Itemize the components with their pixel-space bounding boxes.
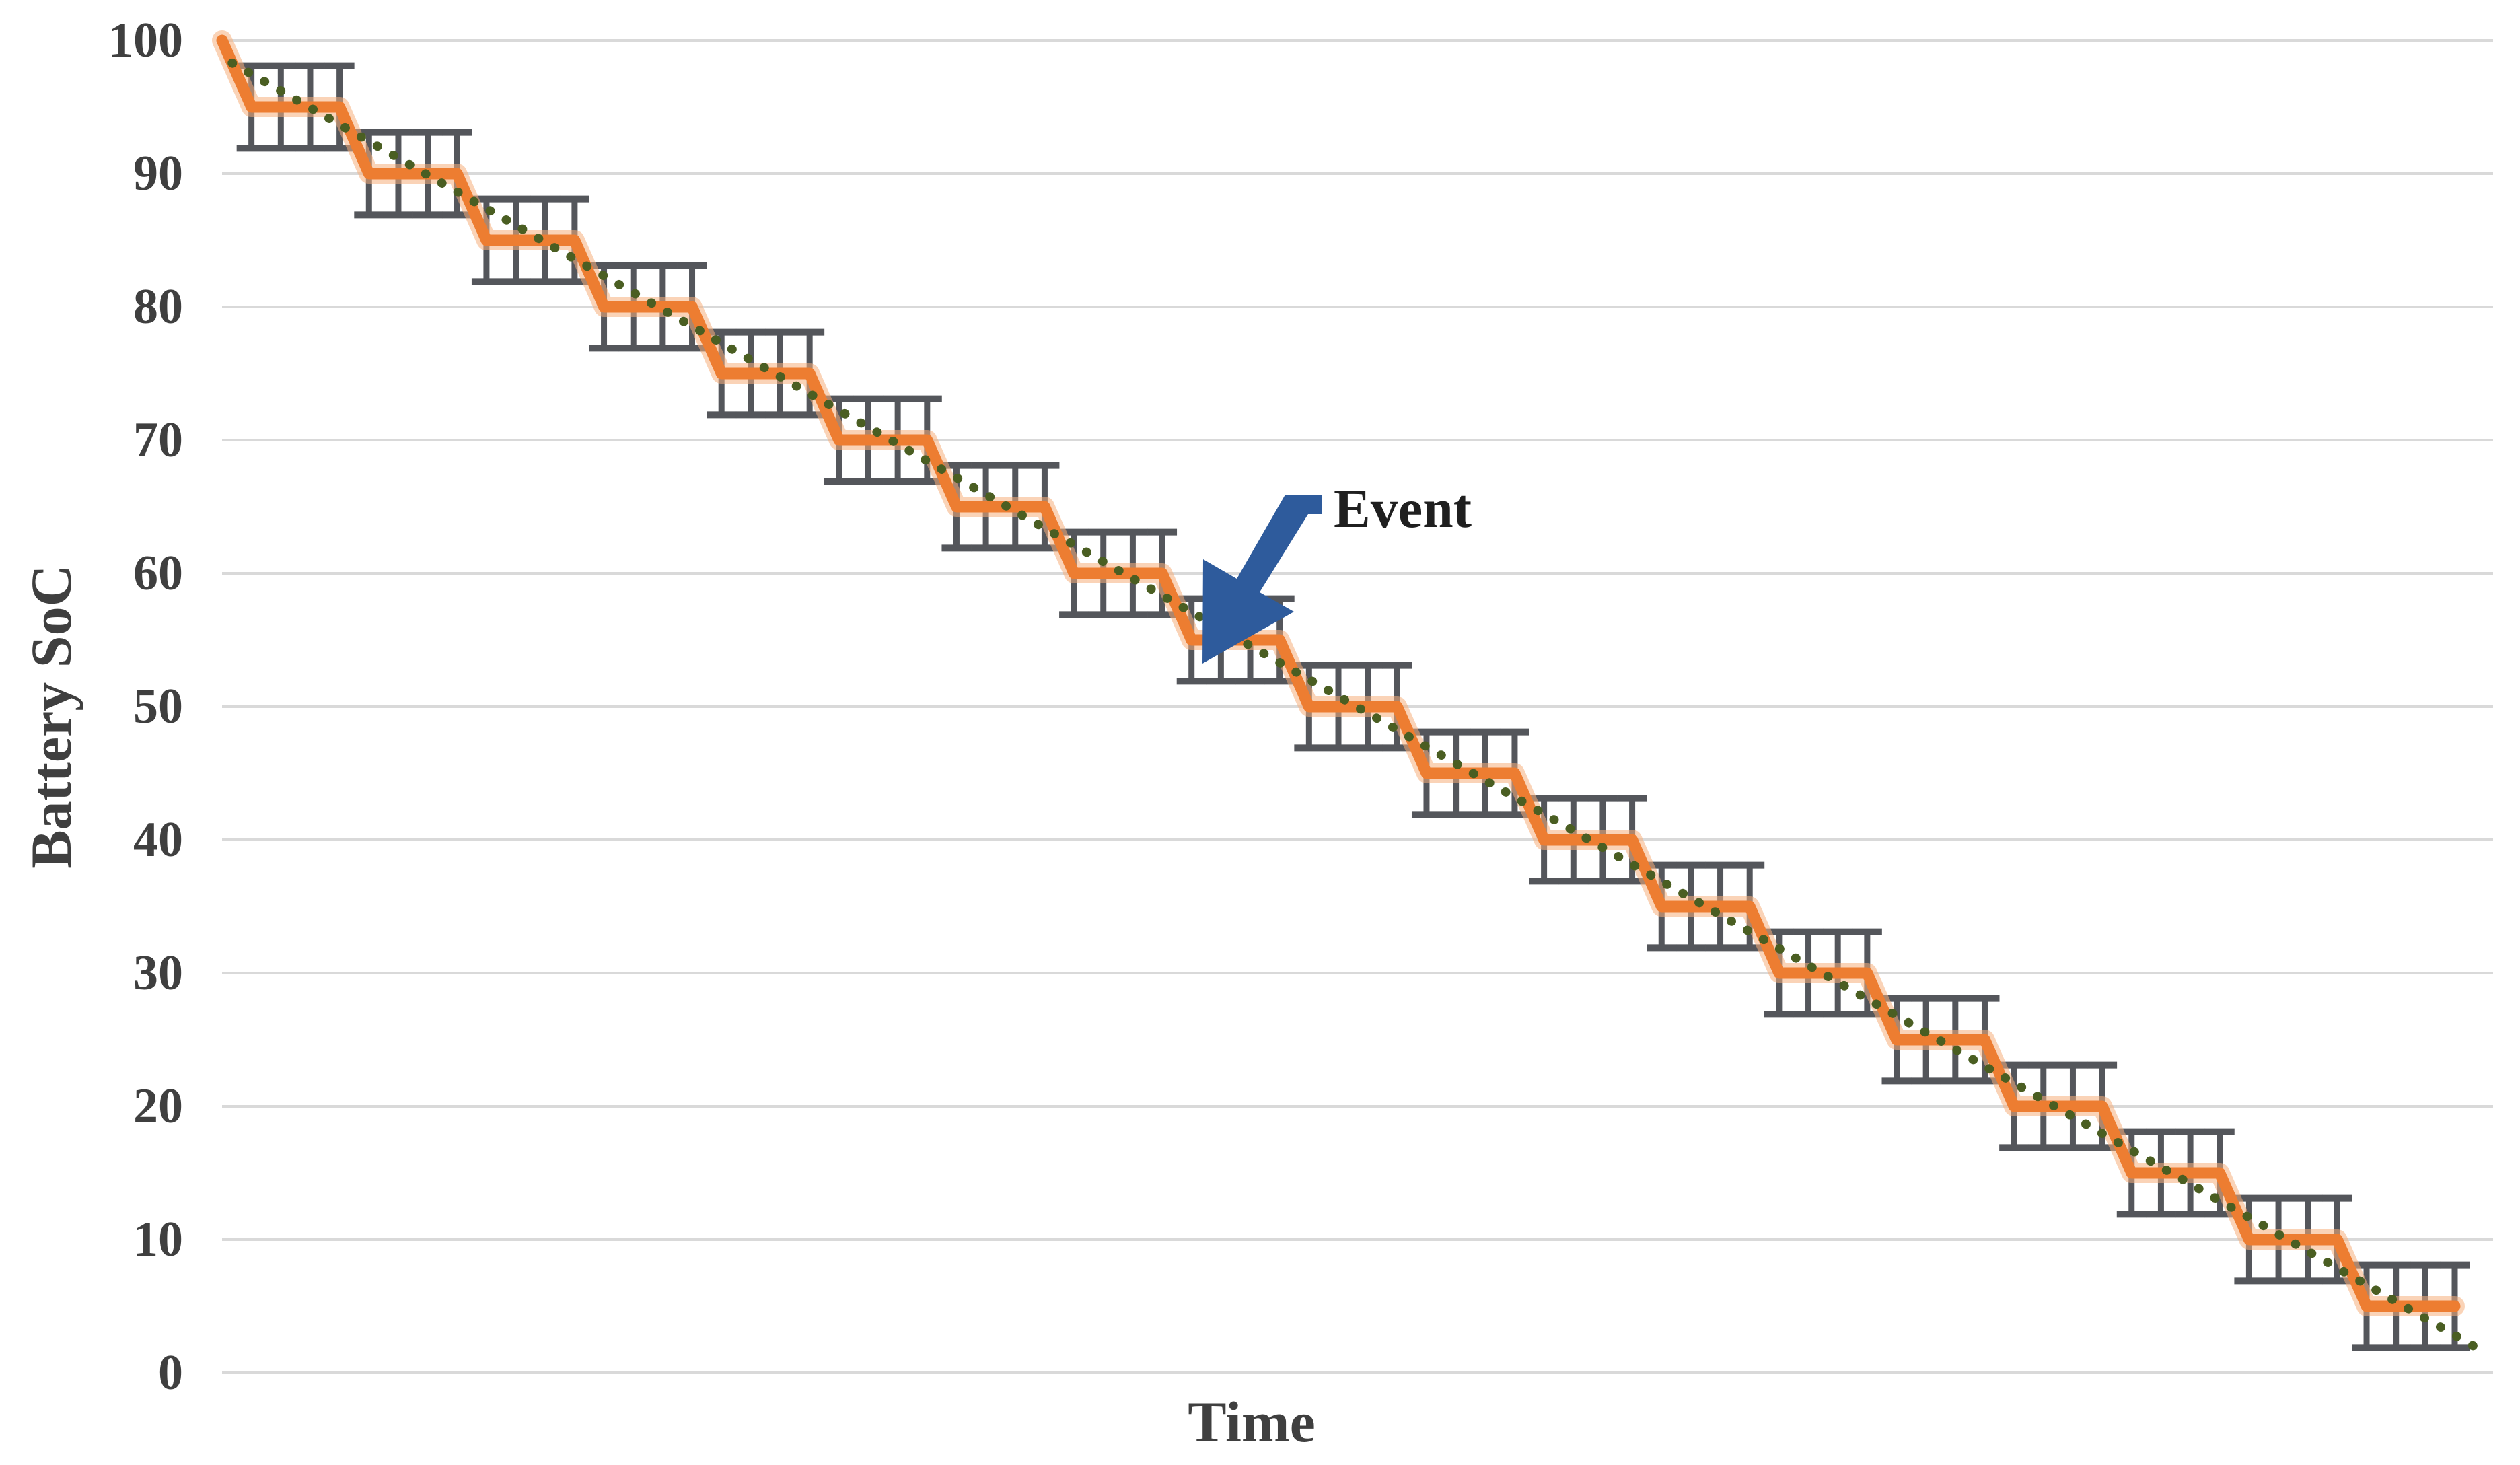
- y-axis-title: Battery SoC: [19, 565, 83, 868]
- y-tick-label: 40: [133, 812, 183, 867]
- event-arrow-icon: [1202, 495, 1322, 664]
- y-tick-label: 100: [108, 13, 183, 68]
- trend-dotted-line: [227, 58, 2489, 1357]
- trend-line: [227, 58, 2489, 1357]
- y-tick-label: 70: [133, 413, 183, 468]
- y-tick-label: 0: [158, 1345, 183, 1400]
- y-tick-label: 10: [133, 1212, 183, 1267]
- y-tick-label: 60: [133, 546, 183, 601]
- x-axis-title: Time: [1188, 1390, 1316, 1454]
- y-tick-label: 20: [133, 1079, 183, 1134]
- step-line: [216, 34, 2461, 1312]
- event-annotation-label: Event: [1334, 478, 1472, 539]
- y-tick-label: 30: [133, 945, 183, 1001]
- y-tick-label: 80: [133, 279, 183, 334]
- event-annotation: Event: [1202, 478, 1472, 664]
- y-tick-label: 50: [133, 679, 183, 734]
- y-tick-label: 90: [133, 146, 183, 201]
- step-line-series: [212, 30, 2465, 1316]
